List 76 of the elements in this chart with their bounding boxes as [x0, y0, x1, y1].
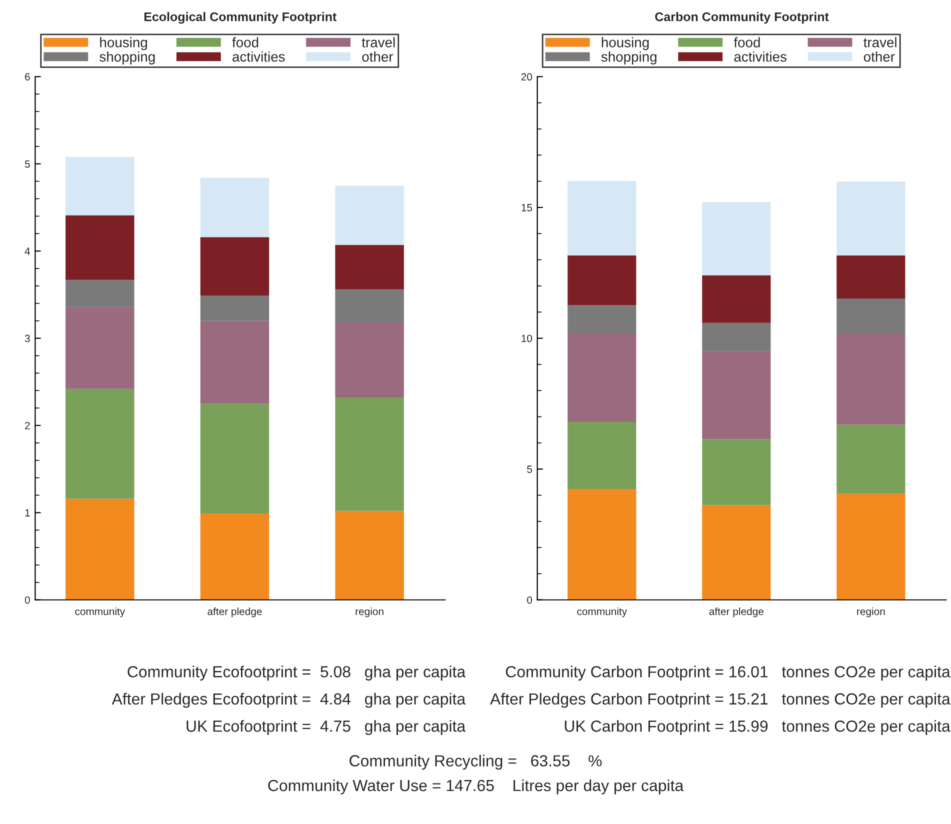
- legend-label: housing: [100, 37, 147, 50]
- bar: [200, 404, 270, 514]
- y-tick-label: 3: [24, 334, 30, 342]
- y-tick-label: 4: [24, 248, 30, 255]
- bar: [200, 178, 270, 238]
- text: Community Ecofootprint = 5.08 gha per capita: [128, 666, 466, 681]
- y-tick-label: 15: [522, 204, 532, 212]
- x-tick-label: after pledge: [709, 608, 764, 618]
- y-tick-label: 20: [521, 73, 532, 81]
- x-tick-label: after pledge: [208, 608, 262, 618]
- y-tick-label: 5: [527, 466, 532, 473]
- bar: [836, 424, 906, 494]
- legend-label: food: [232, 37, 258, 48]
- text: Community Recycling = 63.55 %: [350, 754, 602, 770]
- x-tick-label: region: [356, 608, 384, 618]
- bar: [568, 422, 636, 489]
- bar: [66, 388, 134, 499]
- bar: [568, 255, 636, 306]
- bar: [702, 202, 771, 276]
- bar: [335, 510, 404, 600]
- text: UK Carbon Footprint = 15.99 tonnes CO2e per capita: [564, 720, 950, 735]
- legend-label: other: [864, 52, 895, 62]
- legend-label: activities: [232, 52, 285, 62]
- text: After Pledges Carbon Footprint = 15.21 tonnes CO2e per capita: [490, 692, 950, 708]
- legend-label: travel: [864, 37, 896, 48]
- bar: [66, 156, 134, 216]
- bar: [335, 322, 404, 398]
- chart-title: Ecological Community Footprint: [144, 12, 337, 24]
- bar: [335, 289, 404, 323]
- legend-label: shopping: [100, 52, 155, 64]
- bar: [568, 334, 636, 422]
- bar: [335, 244, 404, 290]
- legend-label: activities: [734, 52, 786, 62]
- bar: [335, 186, 404, 245]
- text: After Pledges Ecofootprint = 4.84 gha per capita: [112, 692, 466, 708]
- x-tick-label: community: [75, 608, 126, 618]
- bar: [200, 320, 270, 404]
- text: Community Carbon Footprint = 16.01 tonnes CO2e per capita: [506, 666, 950, 681]
- bar: [836, 298, 906, 334]
- bar: [200, 237, 270, 296]
- chart-title: Carbon Community Footprint: [655, 12, 829, 24]
- bar: [836, 334, 906, 425]
- y-tick-label: 6: [25, 73, 30, 81]
- legend-label: housing: [602, 37, 649, 50]
- x-tick-label: community: [577, 608, 628, 618]
- bar: [200, 514, 270, 600]
- text: UK Ecofootprint = 4.75 gha per capita: [186, 720, 466, 735]
- bar: [66, 215, 134, 280]
- text: Community Water Use = 147.65 Litres per day per capita: [268, 779, 684, 794]
- legend-label: other: [362, 52, 394, 62]
- y-tick-label: 5: [24, 160, 30, 168]
- bar: [66, 280, 134, 307]
- legend-label: shopping: [601, 52, 656, 64]
- y-tick-label: 0: [527, 596, 532, 604]
- bar: [702, 351, 771, 440]
- bar: [702, 439, 771, 506]
- bar: [702, 322, 771, 352]
- bar: [568, 181, 636, 256]
- bar: [568, 488, 636, 600]
- bar: [836, 255, 906, 298]
- bar: [836, 494, 906, 600]
- legend-label: travel: [362, 37, 395, 48]
- y-tick-label: 10: [522, 334, 532, 342]
- y-tick-label: 1: [25, 509, 30, 516]
- x-tick-label: region: [857, 608, 885, 618]
- bar: [66, 306, 134, 389]
- y-tick-label: 0: [24, 596, 30, 604]
- bar: [702, 275, 771, 323]
- bar: [335, 398, 404, 511]
- legend-label: food: [734, 37, 760, 48]
- bar: [836, 182, 906, 256]
- bar: [702, 505, 771, 600]
- y-tick-label: 2: [25, 422, 30, 430]
- bar: [568, 305, 636, 334]
- bar: [200, 296, 270, 321]
- bar: [66, 498, 134, 600]
